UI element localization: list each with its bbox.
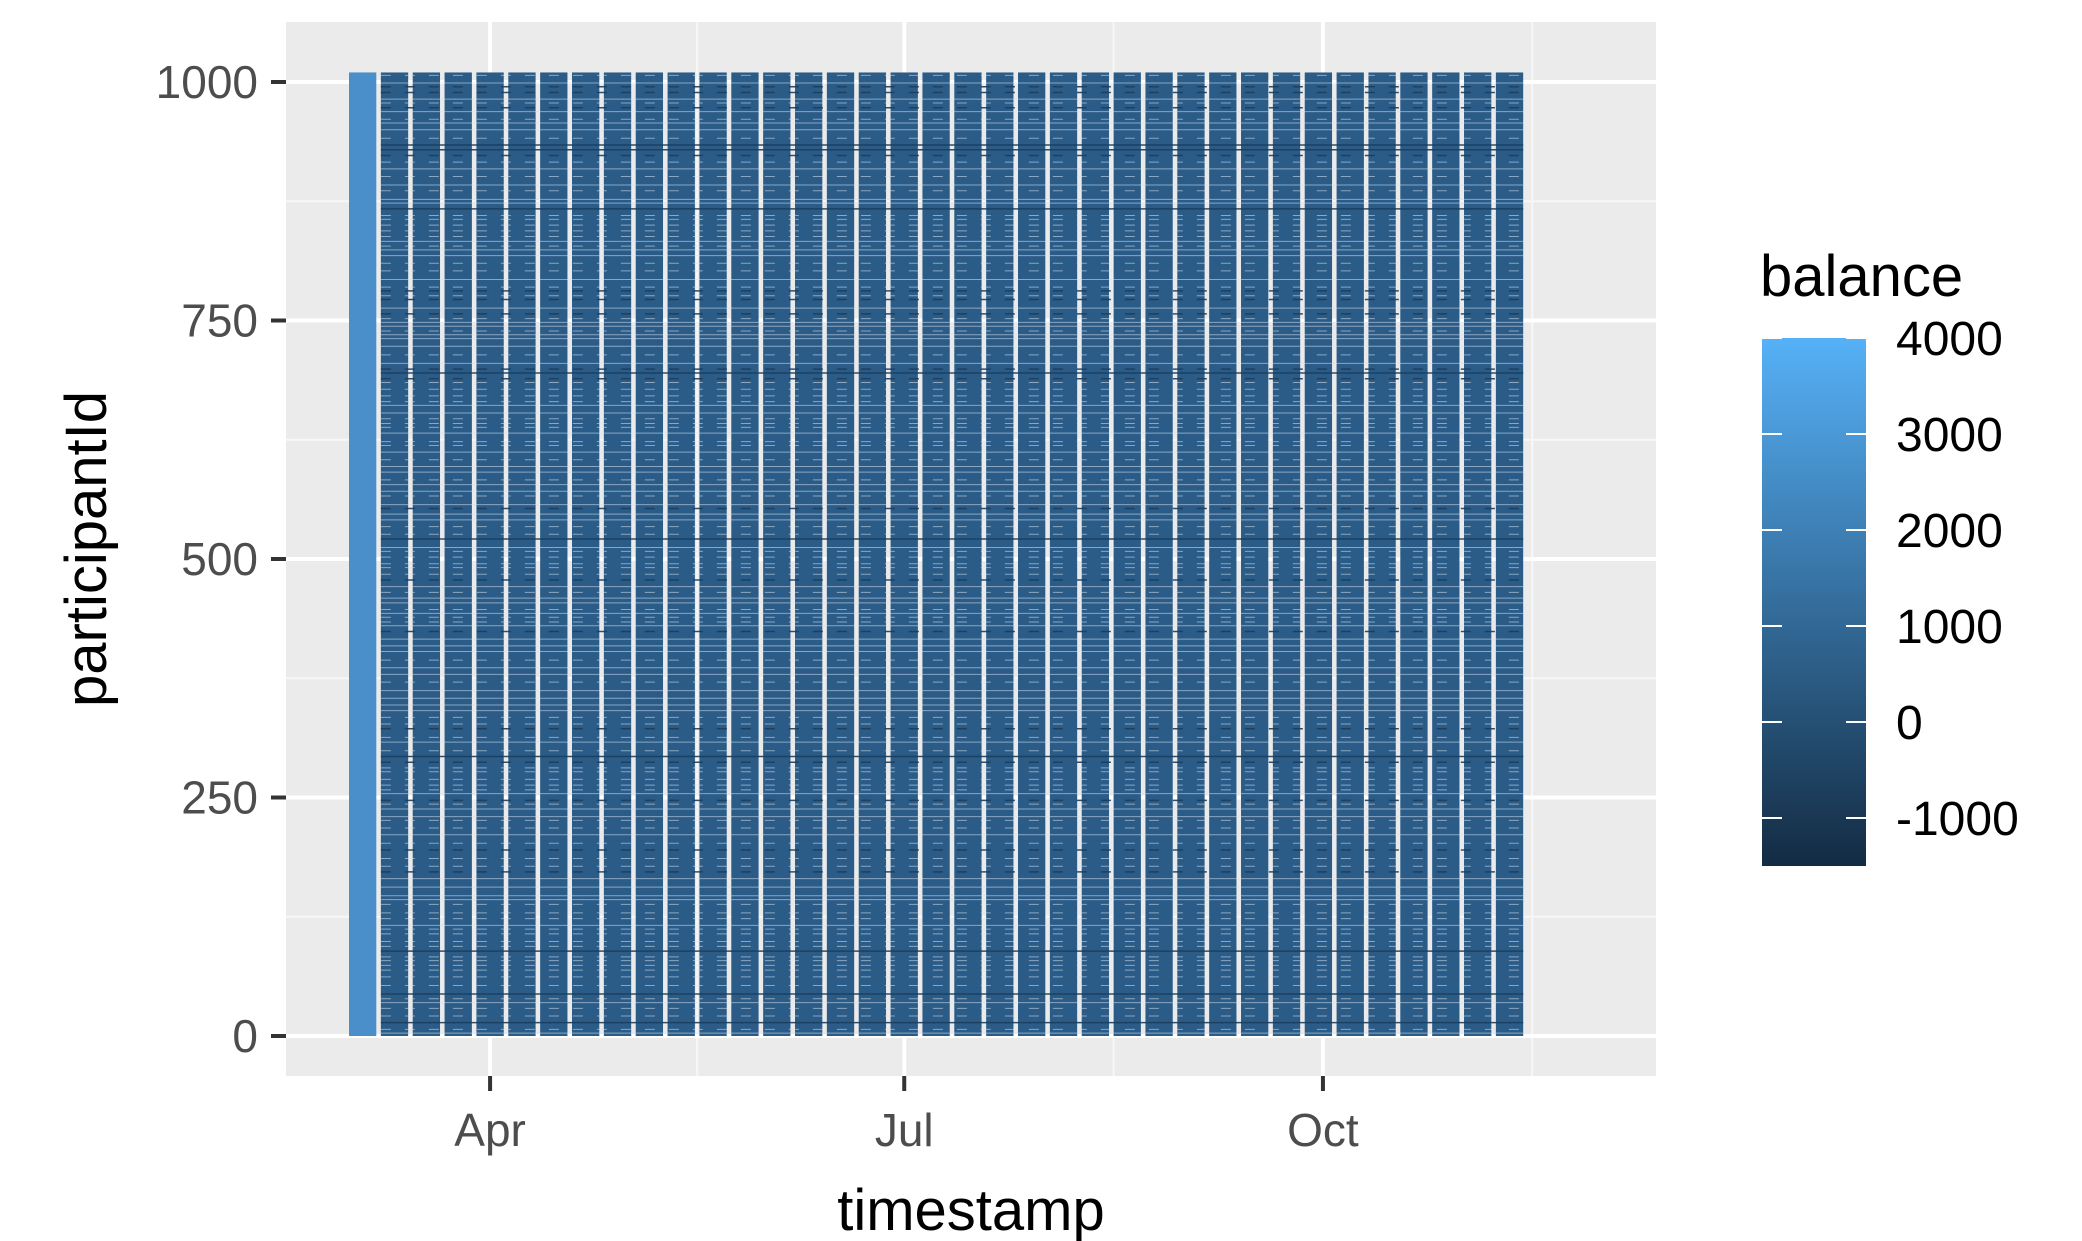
y-tick-label: 1000 — [156, 56, 258, 108]
tile-column — [890, 72, 918, 1036]
tile-column — [1177, 72, 1205, 1036]
tile-column — [795, 72, 823, 1036]
tile-column — [380, 72, 409, 1036]
tile-column — [635, 72, 664, 1036]
tile-column — [1400, 72, 1428, 1036]
legend-label: 4000 — [1896, 313, 2003, 366]
legend-label: 1000 — [1896, 601, 2003, 654]
legend-label: 0 — [1896, 697, 1923, 750]
legend: balance 4000 3000 2000 1000 0 -1000 — [1760, 244, 2019, 866]
legend-ticks: 4000 3000 2000 1000 0 -1000 — [1762, 313, 2019, 846]
tile-column — [1081, 72, 1110, 1036]
row-gap-stripes — [380, 74, 1524, 1034]
tile-column — [954, 72, 982, 1036]
tile-column — [412, 72, 441, 1036]
tile-column — [922, 72, 950, 1036]
tile-column — [1018, 72, 1046, 1036]
tile-column — [508, 72, 536, 1036]
tile-column — [540, 72, 568, 1036]
tile-column — [1432, 72, 1460, 1036]
tile-column — [1336, 72, 1364, 1036]
tile-column — [1368, 72, 1396, 1036]
y-axis-title: participantId — [54, 391, 119, 707]
x-tick-label: Apr — [454, 1104, 526, 1156]
y-tick-label: 500 — [181, 533, 258, 585]
tile-column — [1145, 72, 1173, 1036]
tile-column — [1304, 72, 1333, 1036]
y-axis: 0 250 500 750 1000 — [156, 56, 286, 1062]
tile-column — [858, 72, 887, 1036]
heatmap-tiles — [349, 72, 1524, 1036]
tile-column — [763, 72, 791, 1036]
y-tick-label: 250 — [181, 772, 258, 824]
legend-label: -1000 — [1896, 793, 2019, 846]
tile-column — [1241, 72, 1269, 1036]
tile-column — [1209, 72, 1237, 1036]
x-tick-label: Jul — [875, 1104, 934, 1156]
tile-column — [699, 72, 727, 1036]
tile-column — [826, 72, 855, 1036]
x-tick-label: Oct — [1287, 1104, 1359, 1156]
x-axis: Apr Jul Oct — [454, 1076, 1359, 1156]
tile-column — [1495, 72, 1524, 1036]
legend-label: 3000 — [1896, 409, 2003, 462]
tile-column — [444, 72, 472, 1036]
tile-column — [1113, 72, 1141, 1036]
y-tick-label: 750 — [181, 295, 258, 347]
tile-column — [572, 72, 600, 1036]
y-tick-label: 0 — [232, 1010, 258, 1062]
legend-colorbar — [1762, 338, 1866, 866]
tile-column — [1464, 72, 1492, 1036]
tile-column — [603, 72, 632, 1036]
tile-column — [731, 72, 759, 1036]
tile-column — [1272, 72, 1301, 1036]
tile-column — [667, 72, 695, 1036]
tile-column — [476, 72, 504, 1036]
legend-title: balance — [1760, 244, 1963, 309]
tile-column — [986, 72, 1014, 1036]
legend-label: 2000 — [1896, 505, 2003, 558]
tile-column — [1049, 72, 1078, 1036]
tile-column — [349, 72, 377, 1036]
x-axis-title: timestamp — [837, 1178, 1105, 1241]
